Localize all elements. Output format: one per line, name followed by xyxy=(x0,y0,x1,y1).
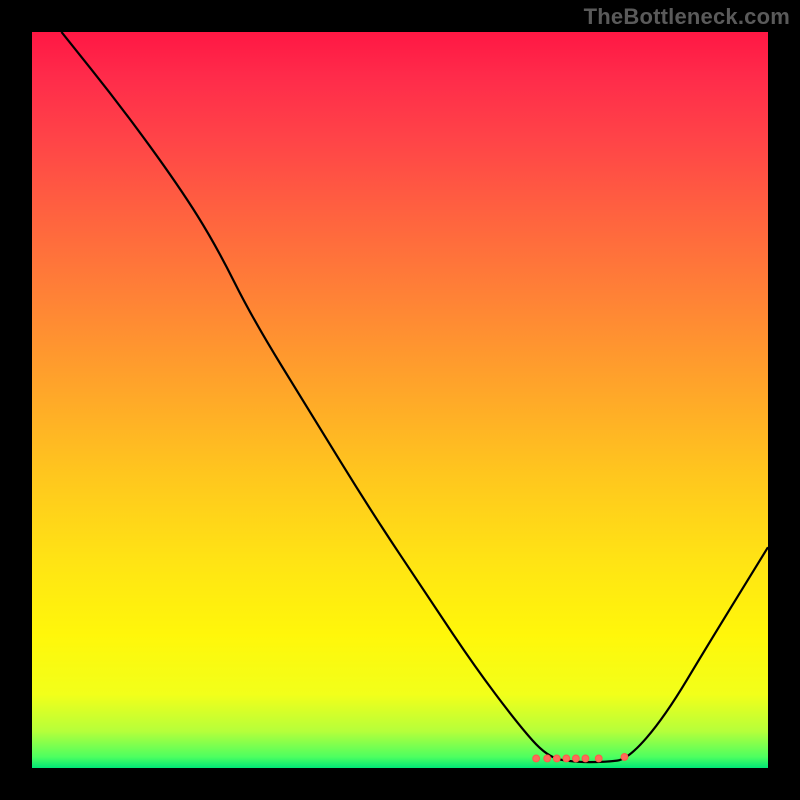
curve-marker xyxy=(573,755,580,762)
curve-marker xyxy=(544,755,551,762)
curve-marker xyxy=(553,755,560,762)
watermark-text: TheBottleneck.com xyxy=(584,4,790,30)
curve-marker xyxy=(621,754,628,761)
chart-svg xyxy=(32,32,768,768)
curve-marker xyxy=(582,755,589,762)
plot-area xyxy=(32,32,768,768)
curve-marker xyxy=(533,755,540,762)
bottleneck-curve xyxy=(61,32,768,762)
chart-root: TheBottleneck.com xyxy=(0,0,800,800)
curve-marker xyxy=(563,755,570,762)
curve-marker xyxy=(595,755,602,762)
